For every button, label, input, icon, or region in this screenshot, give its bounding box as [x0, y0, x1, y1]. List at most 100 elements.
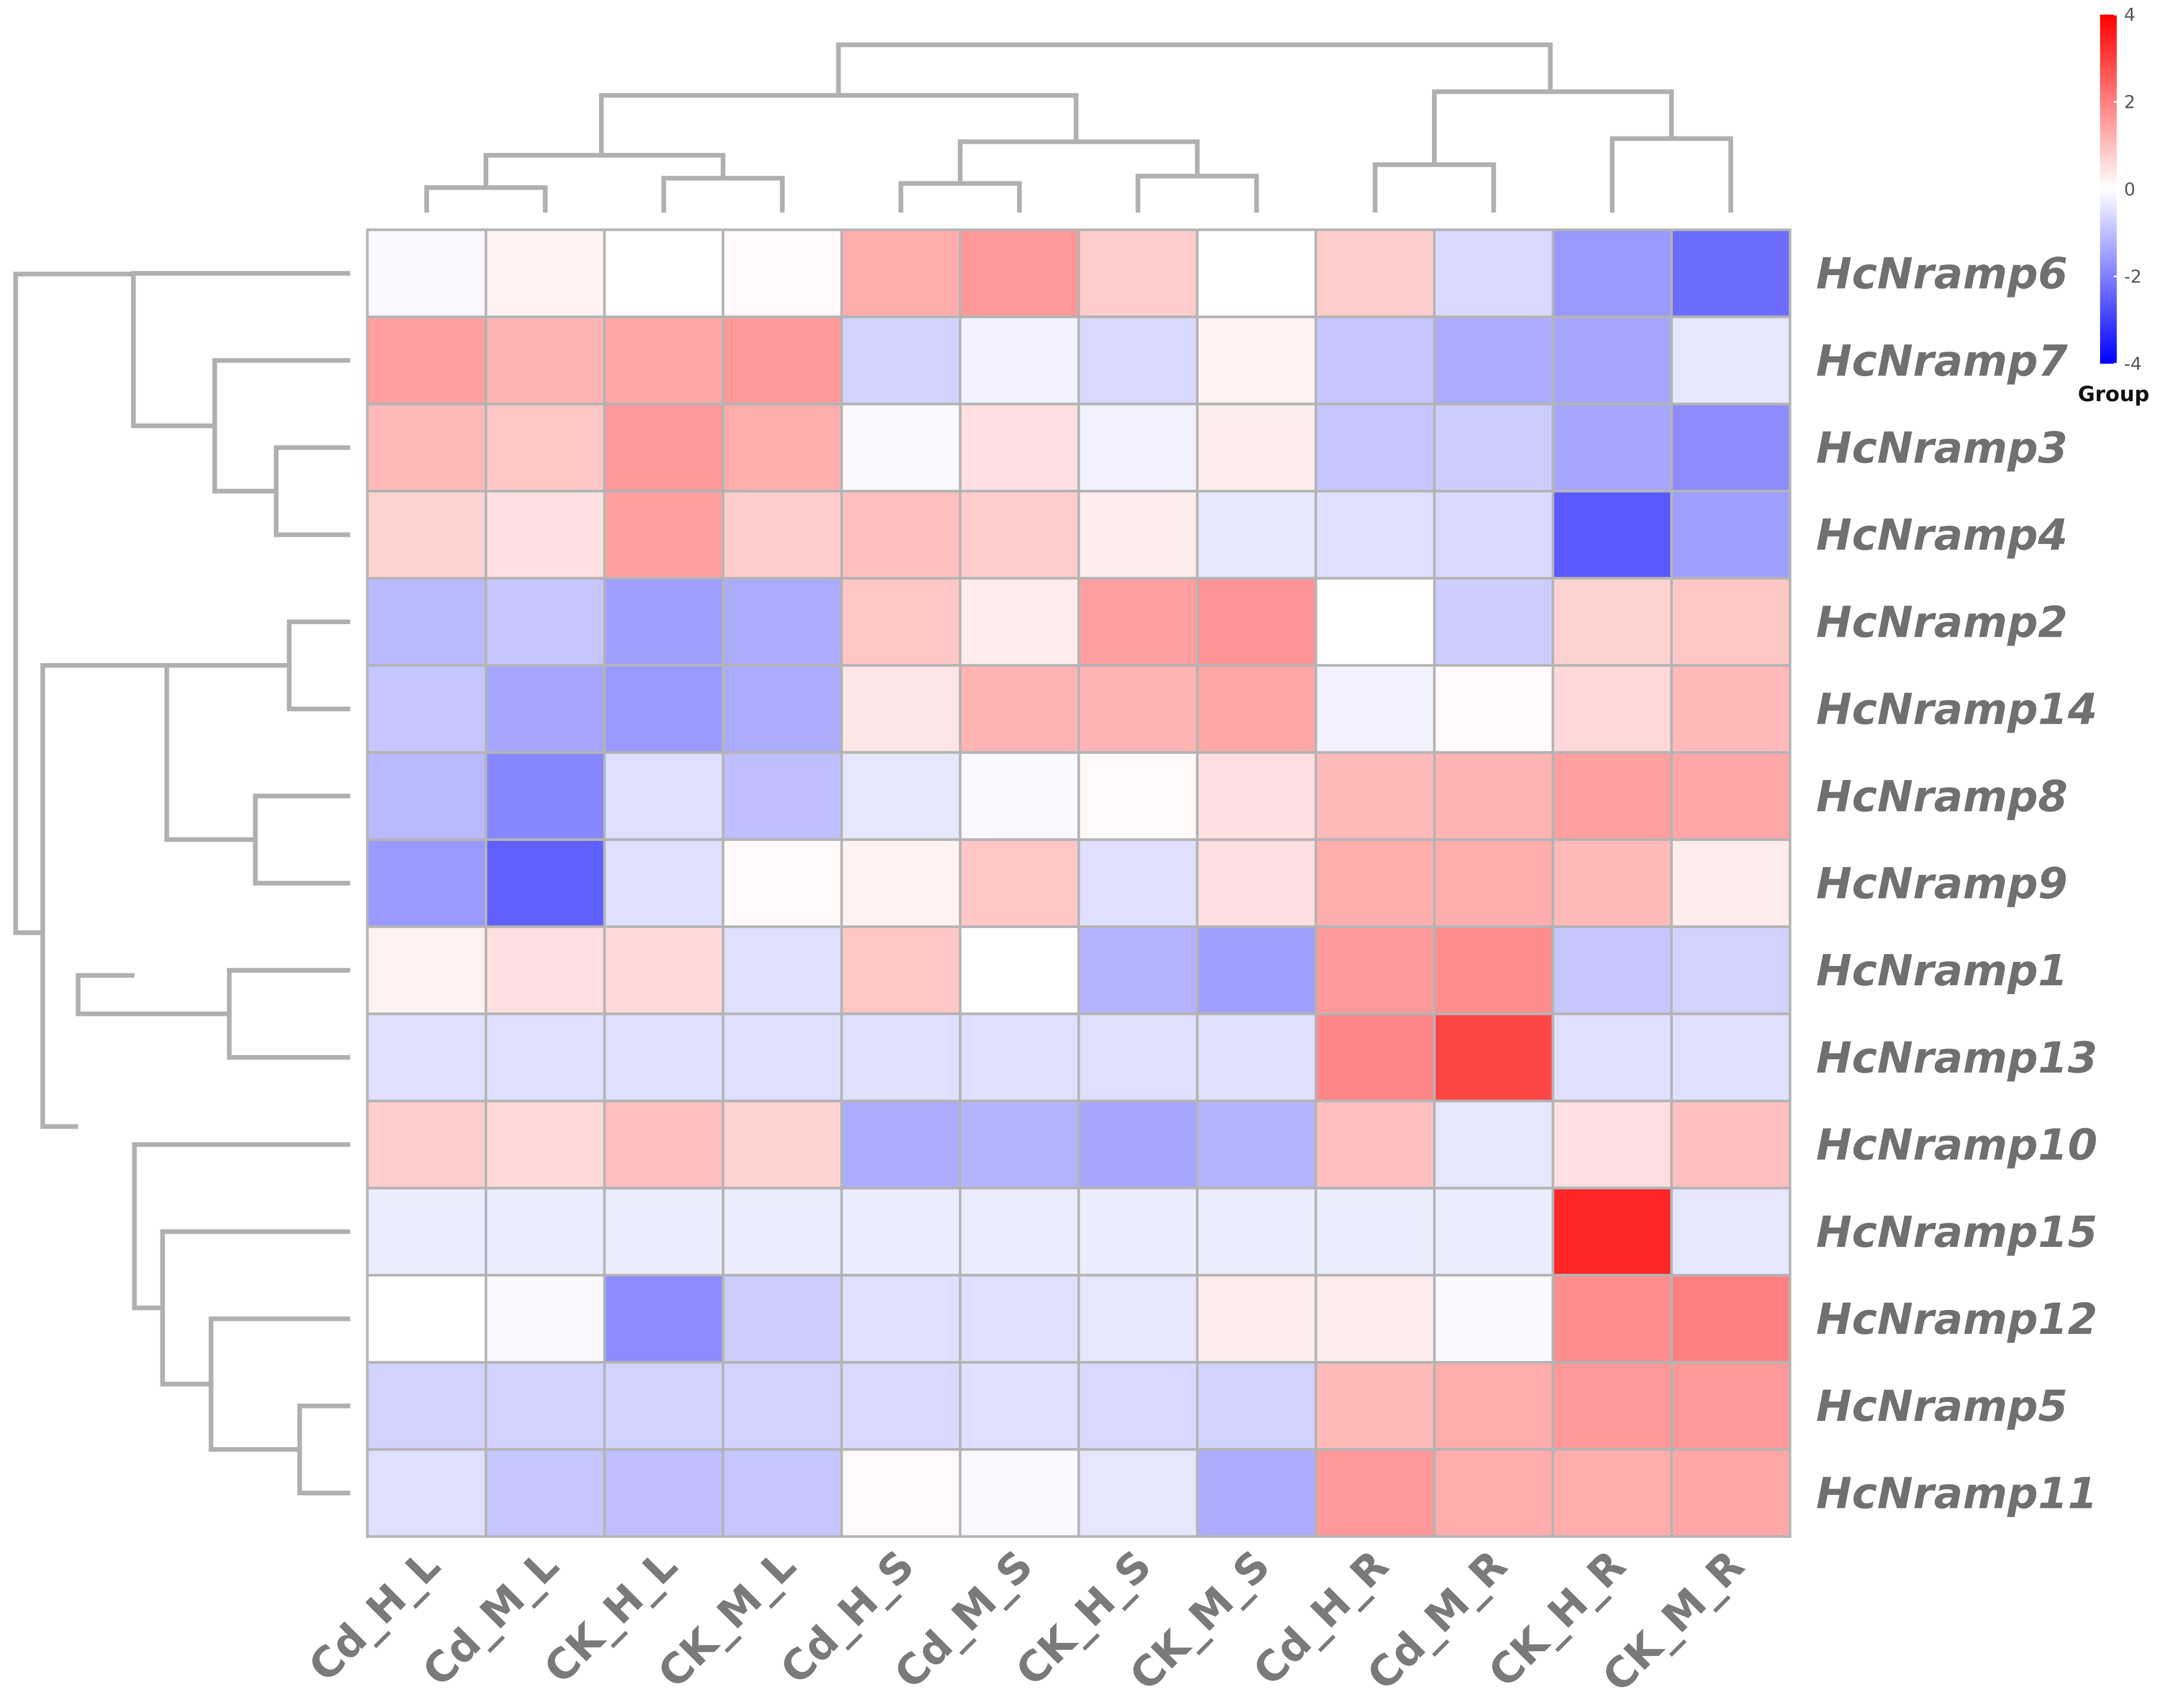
heatmap-cell-HcNramp3-CK_M_S	[1196, 402, 1317, 493]
color-scale-tick-label: 0	[2124, 179, 2136, 200]
heatmap-cell-HcNramp11-Cd_H_L	[366, 1448, 487, 1538]
heatmap-cell-HcNramp10-CK_M_R	[1670, 1099, 1792, 1190]
heatmap-cell-HcNramp3-Cd_M_R	[1433, 402, 1554, 493]
heatmap-cell-HcNramp1-CK_H_S	[1077, 925, 1199, 1016]
heatmap-cell-HcNramp11-CK_M_L	[722, 1448, 843, 1538]
heatmap-cell-HcNramp4-Cd_M_R	[1433, 490, 1554, 580]
heatmap-cell-HcNramp1-CK_M_R	[1670, 925, 1792, 1016]
heatmap-cell-HcNramp4-Cd_H_R	[1314, 490, 1436, 580]
heatmap-cell-HcNramp11-CK_H_S	[1077, 1448, 1199, 1538]
heatmap-cell-HcNramp8-Cd_M_L	[485, 751, 606, 841]
heatmap-cell-HcNramp4-Cd_M_S	[959, 490, 1080, 580]
heatmap-cell-HcNramp14-Cd_H_L	[366, 664, 487, 754]
heatmap-cell-HcNramp7-CK_M_R	[1670, 315, 1792, 405]
row-dendrogram-branch	[76, 973, 229, 1017]
heatmap-cell-HcNramp14-CK_H_L	[603, 664, 724, 754]
column-dendrogram-branch	[424, 185, 548, 213]
heatmap-cell-HcNramp1-CK_H_R	[1551, 925, 1673, 1016]
row-label-HcNramp10: HcNramp10	[1816, 1121, 2097, 1170]
heatmap-cell-HcNramp4-CK_M_S	[1196, 490, 1317, 580]
heatmap-cell-HcNramp13-CK_M_S	[1196, 1012, 1317, 1103]
heatmap-cell-HcNramp10-Cd_M_S	[959, 1099, 1080, 1190]
heatmap-cell-HcNramp5-CK_H_S	[1077, 1361, 1199, 1451]
heatmap-cell-HcNramp11-Cd_M_L	[485, 1448, 606, 1538]
heatmap-cell-HcNramp1-Cd_M_R	[1433, 925, 1554, 1016]
heatmap-cell-HcNramp4-Cd_M_L	[485, 490, 606, 580]
heatmap-cell-HcNramp5-Cd_M_S	[959, 1361, 1080, 1451]
heatmap-cell-HcNramp9-CK_H_S	[1077, 838, 1199, 929]
heatmap-cell-HcNramp9-CK_M_L	[722, 838, 843, 929]
heatmap-cell-HcNramp7-Cd_M_L	[485, 315, 606, 405]
column-dendrogram-branch	[1373, 162, 1496, 213]
heatmap-cell-HcNramp9-CK_H_L	[603, 838, 724, 929]
row-label-HcNramp6: HcNramp6	[1816, 250, 2068, 299]
heatmap-cell-HcNramp2-CK_H_S	[1077, 577, 1199, 667]
heatmap-cell-HcNramp6-CK_H_L	[603, 228, 724, 318]
heatmap-cell-HcNramp13-CK_H_L	[603, 1012, 724, 1103]
color-scale-tick-label: 4	[2124, 5, 2136, 26]
heatmap-cell-HcNramp15-Cd_H_R	[1314, 1186, 1436, 1277]
heatmap-cell-HcNramp11-CK_H_R	[1551, 1448, 1673, 1538]
heatmap-cell-HcNramp2-CK_H_L	[603, 577, 724, 667]
heatmap-cell-HcNramp4-CK_H_L	[603, 490, 724, 580]
heatmap-cell-HcNramp2-Cd_M_R	[1433, 577, 1554, 667]
heatmap-cell-HcNramp5-CK_H_R	[1551, 1361, 1673, 1451]
heatmap-cell-HcNramp10-Cd_H_L	[366, 1099, 487, 1190]
row-label-HcNramp13: HcNramp13	[1816, 1033, 2097, 1083]
heatmap-cell-HcNramp11-CK_M_R	[1670, 1448, 1792, 1538]
heatmap-cell-HcNramp3-CK_M_R	[1670, 402, 1792, 493]
heatmap-cell-HcNramp6-Cd_M_L	[485, 228, 606, 318]
heatmap-cell-HcNramp13-Cd_H_L	[366, 1012, 487, 1103]
heatmap-cell-HcNramp5-CK_M_R	[1670, 1361, 1792, 1451]
heatmap-cell-HcNramp6-CK_H_R	[1551, 228, 1673, 318]
row-dendrogram-branch	[40, 663, 167, 1129]
heatmap-cell-HcNramp9-CK_H_R	[1551, 838, 1673, 929]
row-labels: HcNramp6 HcNramp7 HcNramp3 HcNramp4 HcNramp2…	[1816, 250, 2097, 1519]
heatmap-cell-HcNramp7-Cd_H_L	[366, 315, 487, 405]
heatmap-cell-HcNramp10-CK_H_S	[1077, 1099, 1199, 1190]
row-label-HcNramp3: HcNramp3	[1816, 424, 2068, 473]
heatmap-cell-HcNramp12-Cd_H_S	[840, 1273, 961, 1364]
heatmap-cell-HcNramp15-CK_M_R	[1670, 1186, 1792, 1277]
heatmap-cell-HcNramp11-CK_M_S	[1196, 1448, 1317, 1538]
heatmap-cell-HcNramp9-Cd_M_S	[959, 838, 1080, 929]
heatmap-cell-HcNramp3-Cd_H_S	[840, 402, 961, 493]
heatmap-cell-HcNramp1-Cd_H_S	[840, 925, 961, 1016]
row-dendrogram-branch	[164, 663, 289, 842]
column-dendrogram-branch	[958, 139, 1200, 183]
heatmap-cell-HcNramp8-Cd_M_S	[959, 751, 1080, 841]
heatmap-cell-HcNramp8-CK_H_R	[1551, 751, 1673, 841]
heatmap-cell-HcNramp7-Cd_M_R	[1433, 315, 1554, 405]
heatmap-cell-HcNramp11-Cd_M_R	[1433, 1448, 1554, 1538]
row-dendrogram-branch	[160, 1229, 350, 1387]
heatmap-cell-HcNramp11-Cd_M_S	[959, 1448, 1080, 1538]
heatmap-cell-HcNramp14-Cd_H_S	[840, 664, 961, 754]
heatmap-cell-HcNramp6-CK_M_R	[1670, 228, 1792, 318]
heatmap-cell-HcNramp10-Cd_M_R	[1433, 1099, 1554, 1190]
heatmap-cell-HcNramp15-Cd_M_S	[959, 1186, 1080, 1277]
color-scale-legend: 4 2 0 -2 -4 Group	[2078, 5, 2149, 406]
heatmap-cell-HcNramp3-Cd_H_L	[366, 402, 487, 493]
row-dendrogram-branch	[274, 445, 350, 537]
heatmap-cell-HcNramp6-CK_M_S	[1196, 228, 1317, 318]
heatmap-cell-HcNramp7-CK_M_L	[722, 315, 843, 405]
heatmap-cell-HcNramp3-Cd_M_S	[959, 402, 1080, 493]
heatmap-cell-HcNramp1-Cd_M_S	[959, 925, 1080, 1016]
heatmap-cells	[366, 228, 1792, 1538]
heatmap-cell-HcNramp14-Cd_M_L	[485, 664, 606, 754]
row-label-HcNramp7: HcNramp7	[1816, 337, 2068, 386]
heatmap-cell-HcNramp11-Cd_H_R	[1314, 1448, 1436, 1538]
heatmap-cell-HcNramp15-CK_H_S	[1077, 1186, 1199, 1277]
heatmap-cell-HcNramp12-Cd_M_R	[1433, 1273, 1554, 1364]
heatmap-cell-HcNramp13-CK_H_R	[1551, 1012, 1673, 1103]
heatmap-cell-HcNramp3-Cd_H_R	[1314, 402, 1436, 493]
heatmap-cell-HcNramp14-CK_M_S	[1196, 664, 1317, 754]
column-dendrogram-branch	[836, 42, 1553, 95]
heatmap-cell-HcNramp4-Cd_H_S	[840, 490, 961, 580]
heatmap-cell-HcNramp15-CK_H_R	[1551, 1186, 1673, 1277]
column-dendrogram-branch	[1136, 174, 1259, 213]
heatmap-cell-HcNramp6-CK_H_S	[1077, 228, 1199, 318]
heatmap-cell-HcNramp12-CK_M_R	[1670, 1273, 1792, 1364]
row-dendrogram	[13, 271, 350, 1495]
